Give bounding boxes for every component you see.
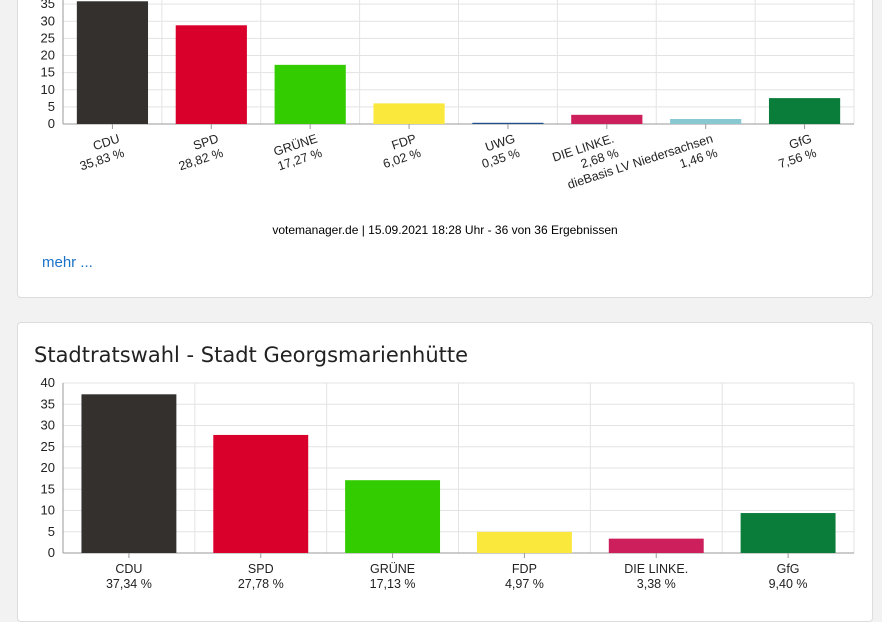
x-tick-label: GRÜNE bbox=[370, 562, 415, 576]
bar-gfg bbox=[740, 513, 836, 553]
y-tick-label: 5 bbox=[48, 524, 55, 539]
y-tick-label: 25 bbox=[41, 439, 55, 454]
y-tick-label: 5 bbox=[48, 99, 55, 114]
grid-lines bbox=[62, 382, 855, 554]
y-tick-label: 40 bbox=[41, 375, 55, 390]
y-tick-label: 35 bbox=[41, 396, 55, 411]
bar-cdu bbox=[76, 1, 149, 125]
result-card-top: 0 5 10 15 20 25 30 35 CDU 35,83 % SPD 28,82 % GRÜNE 1… bbox=[17, 0, 873, 298]
bar-die-linke bbox=[608, 538, 704, 553]
result-card-stadtrat: Stadtratswahl - Stadt Georgsmarienhütte … bbox=[17, 322, 873, 622]
more-link[interactable]: mehr ... bbox=[42, 254, 93, 271]
bar-spd bbox=[213, 434, 309, 553]
x-value-label: 27,78 % bbox=[238, 577, 284, 591]
bar-die-linke bbox=[571, 114, 643, 124]
x-value-label: 17,13 % bbox=[370, 577, 416, 591]
x-value-label: 3,38 % bbox=[637, 577, 676, 591]
y-tick-label: 30 bbox=[41, 418, 55, 433]
y-tick-label: 20 bbox=[41, 48, 55, 63]
y-tick-label: 15 bbox=[41, 481, 55, 496]
x-tick-label: FDP bbox=[512, 562, 537, 576]
y-tick-label: 0 bbox=[48, 116, 55, 131]
y-tick-label: 10 bbox=[41, 503, 55, 518]
bar-uwg bbox=[472, 122, 544, 124]
x-tick-label: DIE LINKE. bbox=[624, 562, 688, 576]
y-tick-label: 35 bbox=[41, 0, 55, 11]
card-title: Stadtratswahl - Stadt Georgsmarienhütte bbox=[34, 343, 469, 367]
chart-source-note: votemanager.de | 15.09.2021 18:28 Uhr - … bbox=[272, 223, 618, 237]
y-tick-label: 0 bbox=[48, 545, 55, 560]
bar-gfg bbox=[768, 98, 841, 124]
y-tick-label: 20 bbox=[41, 460, 55, 475]
x-tick-label: GfG bbox=[777, 562, 800, 576]
x-tick-label: CDU bbox=[115, 562, 142, 576]
y-tick-label: 15 bbox=[41, 65, 55, 80]
y-tick-label: 30 bbox=[41, 13, 55, 28]
bar-fdp bbox=[373, 103, 445, 124]
bar-gr-ne bbox=[345, 480, 441, 553]
y-tick-label: 10 bbox=[41, 82, 55, 97]
y-tick-label: 25 bbox=[41, 30, 55, 45]
bar-cdu bbox=[81, 394, 177, 553]
x-tick-label: SPD bbox=[248, 562, 274, 576]
bar-gr-ne bbox=[274, 64, 346, 124]
x-tick-label: GfG bbox=[787, 132, 813, 152]
x-value-label: 9,40 % bbox=[769, 577, 808, 591]
bar-diebasis-lv-niedersachsen bbox=[670, 118, 742, 124]
x-value-label: 37,34 % bbox=[106, 577, 152, 591]
x-value-label: 4,97 % bbox=[505, 577, 544, 591]
bar-spd bbox=[175, 25, 247, 124]
bar-fdp bbox=[476, 531, 572, 553]
